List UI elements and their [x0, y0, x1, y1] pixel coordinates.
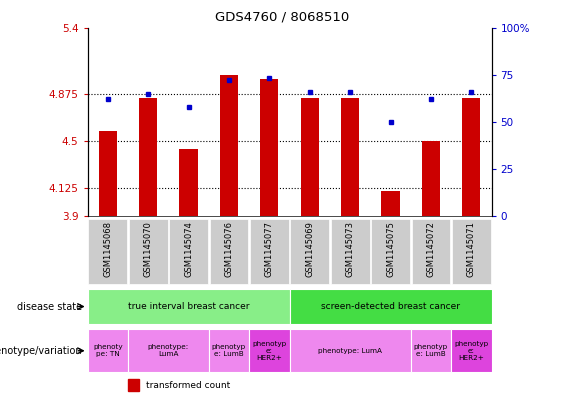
Bar: [411, 329, 451, 373]
Bar: [129, 219, 168, 284]
Bar: [169, 219, 208, 284]
Bar: [99, 131, 117, 216]
Text: transformed count: transformed count: [146, 380, 231, 389]
Text: phenotyp
e: LumB: phenotyp e: LumB: [212, 344, 246, 357]
Bar: [210, 219, 249, 284]
Bar: [422, 141, 440, 216]
Bar: [209, 329, 249, 373]
Bar: [290, 289, 492, 324]
Bar: [88, 219, 127, 284]
Text: GSM1145069: GSM1145069: [305, 221, 314, 277]
Bar: [180, 149, 198, 216]
Bar: [452, 219, 491, 284]
Text: phenotype: LumA: phenotype: LumA: [318, 348, 382, 354]
Text: GSM1145076: GSM1145076: [224, 221, 233, 277]
Bar: [128, 379, 140, 391]
Bar: [411, 219, 450, 284]
Bar: [260, 79, 279, 216]
Bar: [88, 329, 128, 373]
Text: phenotype:
LumA: phenotype: LumA: [147, 344, 189, 357]
Bar: [462, 98, 480, 216]
Bar: [88, 289, 290, 324]
Bar: [451, 329, 492, 373]
Text: GSM1145071: GSM1145071: [467, 221, 476, 277]
Text: GSM1145074: GSM1145074: [184, 221, 193, 277]
Text: GSM1145068: GSM1145068: [103, 221, 112, 277]
Text: GSM1145070: GSM1145070: [144, 221, 153, 277]
Text: GSM1145073: GSM1145073: [346, 221, 355, 277]
Text: screen-detected breast cancer: screen-detected breast cancer: [321, 302, 460, 311]
Text: genotype/variation: genotype/variation: [0, 346, 82, 356]
Bar: [290, 219, 329, 284]
Bar: [290, 329, 411, 373]
Bar: [341, 98, 359, 216]
Text: GDS4760 / 8068510: GDS4760 / 8068510: [215, 11, 350, 24]
Bar: [139, 98, 157, 216]
Text: true interval breast cancer: true interval breast cancer: [128, 302, 249, 311]
Text: phenotyp
e: LumB: phenotyp e: LumB: [414, 344, 448, 357]
Text: GSM1145077: GSM1145077: [265, 221, 274, 277]
Bar: [220, 75, 238, 216]
Bar: [371, 219, 410, 284]
Bar: [381, 191, 399, 216]
Bar: [250, 219, 289, 284]
Text: GSM1145075: GSM1145075: [386, 221, 395, 277]
Text: disease state: disease state: [17, 301, 82, 312]
Bar: [128, 329, 209, 373]
Text: phenotyp
e:
HER2+: phenotyp e: HER2+: [252, 341, 286, 361]
Text: phenoty
pe: TN: phenoty pe: TN: [93, 344, 123, 357]
Bar: [301, 98, 319, 216]
Text: phenotyp
e:
HER2+: phenotyp e: HER2+: [454, 341, 489, 361]
Bar: [331, 219, 370, 284]
Text: GSM1145072: GSM1145072: [427, 221, 436, 277]
Bar: [249, 329, 289, 373]
